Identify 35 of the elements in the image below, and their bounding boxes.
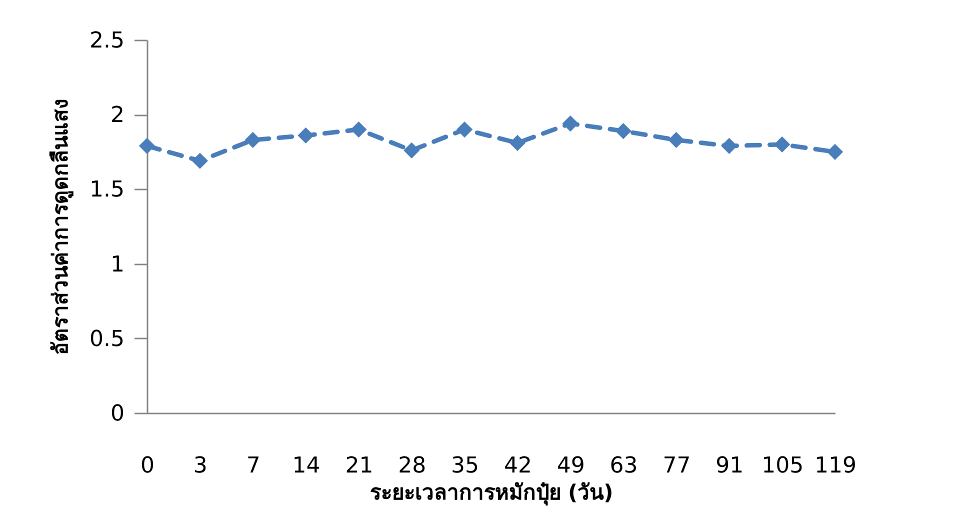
y-tick-label: 1.5	[90, 178, 124, 203]
x-tick-label: 35	[451, 454, 480, 478]
x-axis-title: ระยะเวลาการหมักปุ๋ย (วัน)	[370, 480, 614, 506]
y-tick-label: 2.5	[90, 28, 124, 54]
x-tick-label: 91	[716, 454, 744, 478]
point	[298, 127, 314, 144]
x-tick-label: 119	[814, 454, 856, 478]
point	[192, 152, 208, 169]
point	[826, 144, 844, 160]
x-tick-label: 28	[398, 454, 426, 478]
x-tick-label: 42	[504, 454, 532, 478]
y-tick-label: 0	[110, 402, 124, 426]
y-tick-label: 1	[110, 252, 124, 278]
point	[350, 121, 367, 138]
y-axis-title: อัตราส่วนค่าการดูดกลืนแสง	[48, 99, 75, 355]
point	[774, 136, 790, 152]
y-tick-label: 2	[110, 103, 124, 128]
x-tick-label: 77	[662, 454, 691, 478]
point	[509, 134, 526, 152]
x-tick-label: 3	[193, 454, 208, 478]
x-tick-label: 7	[246, 454, 260, 478]
y-tick-label: 0.5	[90, 326, 124, 352]
x-tick-label: 49	[556, 454, 585, 478]
x-tick-label: 105	[762, 454, 804, 478]
point	[138, 138, 156, 154]
point	[668, 132, 684, 148]
point	[615, 122, 632, 140]
point	[244, 132, 261, 148]
x-tick-label: 21	[345, 454, 374, 478]
x-tick-label: 0	[140, 454, 154, 478]
x-tick-label: 14	[292, 454, 320, 478]
point	[562, 115, 578, 132]
point	[456, 121, 473, 138]
point	[404, 142, 420, 158]
x-tick-label: 63	[610, 454, 638, 478]
